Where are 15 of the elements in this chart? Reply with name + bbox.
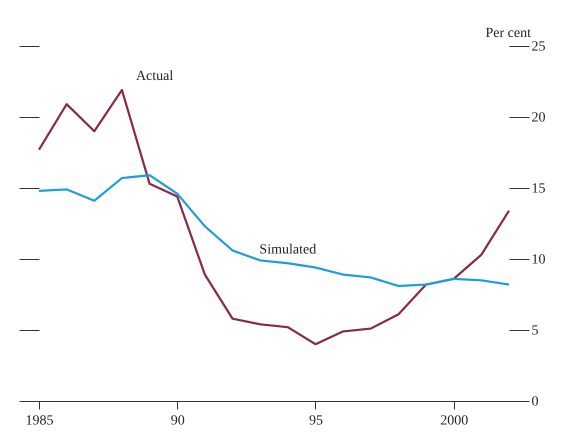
- x-tick-label: 90: [170, 414, 185, 428]
- x-tick-label: 2000: [440, 414, 468, 428]
- y-tick-label: 25: [532, 40, 546, 54]
- x-tick-label: 1985: [26, 414, 54, 428]
- line-series: [38, 88, 510, 346]
- y-tick-label: 10: [532, 252, 546, 268]
- y-axis-title: Per cent: [486, 26, 532, 41]
- x-tick-label: 95: [308, 414, 323, 428]
- y-tick-label: 15: [532, 182, 546, 196]
- series-label: Actual: [136, 69, 174, 84]
- y-tick-label: 20: [532, 110, 546, 126]
- y-tick-label: 0: [532, 394, 538, 410]
- y-tick-label: 5: [532, 324, 538, 338]
- line-series: [38, 174, 510, 288]
- series-label: Simulated: [259, 242, 316, 258]
